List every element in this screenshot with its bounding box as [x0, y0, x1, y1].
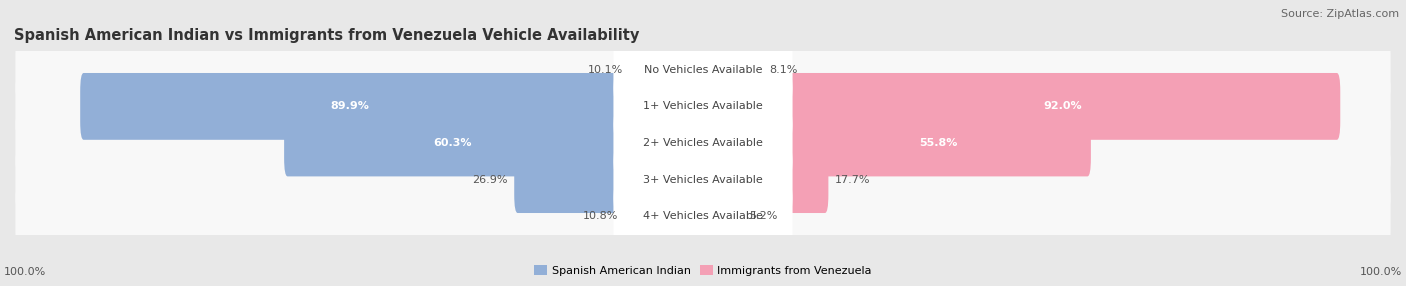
Text: 1+ Vehicles Available: 1+ Vehicles Available: [643, 102, 763, 111]
Text: 8.1%: 8.1%: [769, 65, 797, 75]
FancyBboxPatch shape: [613, 146, 793, 213]
FancyBboxPatch shape: [613, 36, 793, 103]
Text: 89.9%: 89.9%: [330, 102, 370, 111]
FancyBboxPatch shape: [15, 114, 1391, 172]
Text: Source: ZipAtlas.com: Source: ZipAtlas.com: [1281, 9, 1399, 19]
FancyBboxPatch shape: [80, 73, 706, 140]
Text: 3+ Vehicles Available: 3+ Vehicles Available: [643, 175, 763, 184]
Text: 4+ Vehicles Available: 4+ Vehicles Available: [643, 211, 763, 221]
FancyBboxPatch shape: [700, 36, 762, 103]
Text: Spanish American Indian vs Immigrants from Venezuela Vehicle Availability: Spanish American Indian vs Immigrants fr…: [14, 28, 640, 43]
Text: 92.0%: 92.0%: [1043, 102, 1083, 111]
Text: 60.3%: 60.3%: [433, 138, 471, 148]
Text: 2+ Vehicles Available: 2+ Vehicles Available: [643, 138, 763, 148]
FancyBboxPatch shape: [700, 110, 1091, 176]
FancyBboxPatch shape: [15, 41, 1391, 98]
FancyBboxPatch shape: [700, 183, 742, 250]
FancyBboxPatch shape: [630, 36, 706, 103]
FancyBboxPatch shape: [284, 110, 706, 176]
FancyBboxPatch shape: [15, 188, 1391, 245]
FancyBboxPatch shape: [700, 73, 1340, 140]
Text: 26.9%: 26.9%: [472, 175, 508, 184]
FancyBboxPatch shape: [15, 78, 1391, 135]
FancyBboxPatch shape: [700, 146, 828, 213]
Text: 10.8%: 10.8%: [583, 211, 619, 221]
Text: 100.0%: 100.0%: [4, 267, 46, 277]
FancyBboxPatch shape: [613, 73, 793, 140]
Text: 10.1%: 10.1%: [588, 65, 623, 75]
FancyBboxPatch shape: [515, 146, 706, 213]
FancyBboxPatch shape: [626, 183, 706, 250]
Text: 55.8%: 55.8%: [920, 138, 957, 148]
FancyBboxPatch shape: [613, 110, 793, 176]
FancyBboxPatch shape: [15, 151, 1391, 208]
Text: 5.2%: 5.2%: [749, 211, 778, 221]
Text: No Vehicles Available: No Vehicles Available: [644, 65, 762, 75]
Text: 100.0%: 100.0%: [1360, 267, 1402, 277]
Text: 17.7%: 17.7%: [835, 175, 870, 184]
FancyBboxPatch shape: [613, 183, 793, 250]
Legend: Spanish American Indian, Immigrants from Venezuela: Spanish American Indian, Immigrants from…: [530, 261, 876, 280]
